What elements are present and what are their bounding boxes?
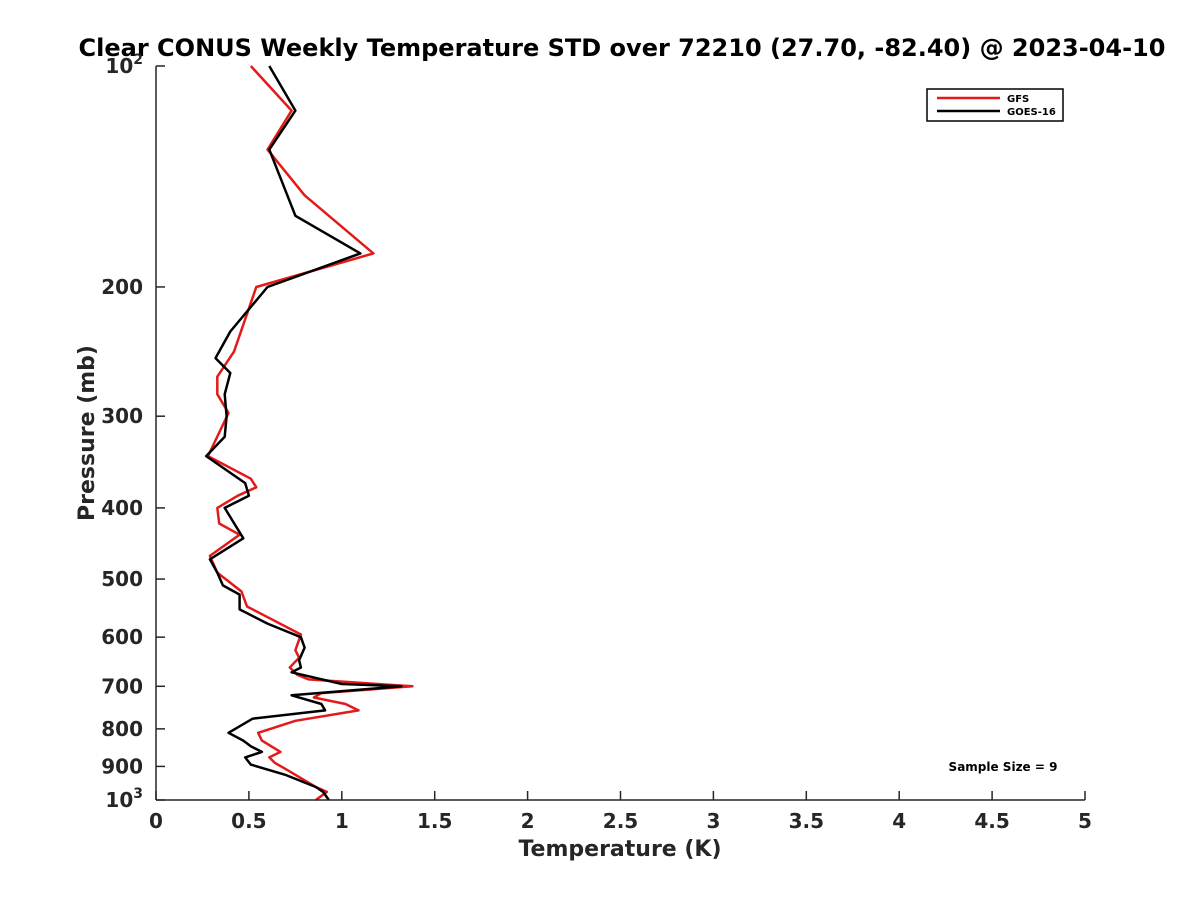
x-tick-label: 4.5: [974, 809, 1009, 833]
y-tick-label: 700: [101, 674, 143, 698]
y-tick-label: 800: [101, 717, 143, 741]
y-axis-label: Pressure (mb): [75, 345, 100, 521]
y-tick-label: 102: [105, 52, 143, 78]
x-tick-label: 2.5: [603, 809, 638, 833]
series-line-gfs: [206, 65, 414, 802]
legend-label-gfs: GFS: [1007, 94, 1029, 105]
legend: GFS GOES-16: [926, 88, 1064, 122]
y-tick-label: 900: [101, 754, 143, 778]
y-axis-ticks: 102 200 300 400 500 600 700 800 900 103: [101, 52, 165, 812]
x-tick-label: 5: [1078, 809, 1092, 833]
sample-size-annotation: Sample Size = 9: [949, 760, 1058, 774]
y-tick-label: 300: [101, 404, 143, 428]
x-tick-label: 3: [706, 809, 720, 833]
x-tick-label: 0: [149, 809, 163, 833]
x-tick-label: 1: [335, 809, 349, 833]
y-tick-label: 500: [101, 567, 143, 591]
y-tick-label: 400: [101, 496, 143, 520]
y-tick-label: 200: [101, 275, 143, 299]
series-line-goes-16: [204, 65, 403, 801]
y-tick-label: 103: [105, 786, 143, 812]
plot-area: [156, 66, 1085, 800]
x-tick-label: 4: [892, 809, 906, 833]
x-tick-label: 1.5: [417, 809, 452, 833]
legend-label-goes-16: GOES-16: [1007, 107, 1056, 118]
x-tick-label: 3.5: [789, 809, 824, 833]
x-tick-label: 2: [521, 809, 535, 833]
series-layer: [204, 65, 414, 802]
chart-title: Clear CONUS Weekly Temperature STD over …: [79, 34, 1166, 62]
legend-box: [926, 88, 1064, 122]
x-tick-label: 0.5: [231, 809, 266, 833]
y-tick-label: 600: [101, 625, 143, 649]
x-axis-ticks: 0 0.5 1 1.5 2 2.5 3 3.5 4 4.5 5: [149, 791, 1092, 833]
x-axis-label: Temperature (K): [518, 837, 721, 862]
